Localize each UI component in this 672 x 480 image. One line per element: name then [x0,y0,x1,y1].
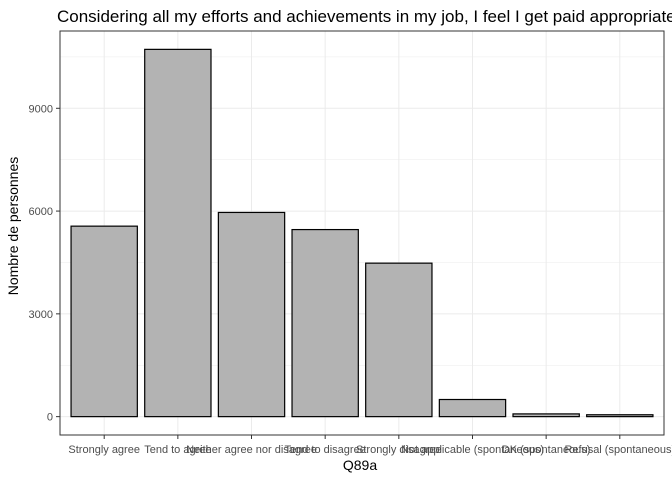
x-tick-label: Not applicable (spontaneous) [401,444,544,456]
x-tick-label: Neither agree nor disagree [186,444,317,456]
y-axis: 0 3000 6000 9000 [29,103,60,424]
bar [438,398,507,418]
bar [586,414,654,418]
x-tick-label: Strongly agree [68,444,140,456]
x-tick-label: Strongly disagree [356,444,442,456]
y-tick-label: 9000 [29,103,53,115]
x-tick-label: Tend to agree [144,444,211,456]
plot-panel-border [59,30,665,436]
bar [512,413,580,418]
x-axis-title: Q89a [343,457,377,473]
chart-title: Considering all my efforts and achieveme… [57,7,672,26]
x-tick-label: Refusal (spontaneous) [564,444,672,456]
y-tick-label: 3000 [29,309,53,321]
y-axis-title: Nombre de personnes [5,157,21,296]
y-tick-label: 6000 [29,206,53,218]
y-tick-label: 0 [47,412,53,424]
bar [70,225,138,418]
bar [144,48,212,418]
bars-group [70,48,654,418]
bar [365,262,433,418]
bar [291,228,359,418]
x-tick-label: DK (spontaneous) [502,444,591,456]
x-tick-label: Tend to disagree [284,444,365,456]
bar [217,211,286,418]
